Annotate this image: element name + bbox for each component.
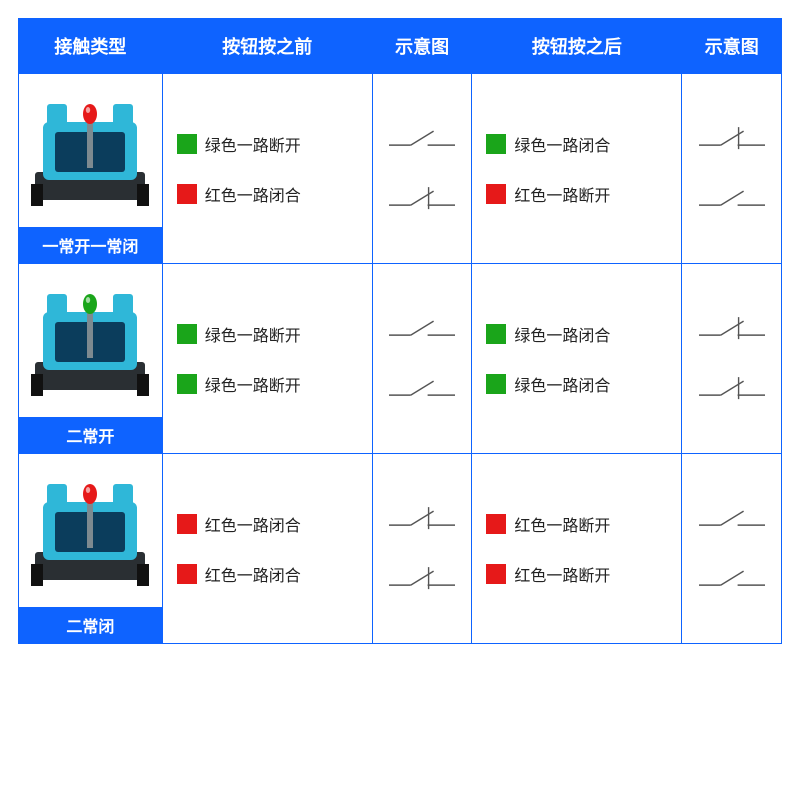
type-label: 二常闭 [19,607,162,643]
type-cell: 二常闭 [19,454,163,644]
state-text: 绿色一路断开 [205,132,301,156]
type-cell: 二常开 [19,264,163,454]
state-row: 红色一路闭合 [177,562,301,586]
table-row: 二常开绿色一路断开绿色一路断开绿色一路闭合绿色一路闭合 [19,264,782,454]
state-text: 绿色一路闭合 [514,132,610,156]
state-row: 红色一路断开 [486,512,610,536]
state-text: 绿色一路闭合 [514,372,610,396]
contact-open-icon [697,502,767,536]
contact-closed-icon [697,122,767,156]
contact-closed-icon [697,312,767,346]
contact-closed-icon [387,562,457,596]
before-cell: 红色一路闭合红色一路闭合 [162,454,372,644]
header-diagram2: 示意图 [682,19,782,74]
contact-open-icon [387,312,457,346]
state-text: 绿色一路断开 [205,322,301,346]
device-icon [31,472,149,590]
color-swatch [486,564,506,584]
contact-open-icon [387,372,457,406]
after-cell: 红色一路断开红色一路断开 [472,454,682,644]
contact-closed-icon [387,182,457,216]
state-text: 绿色一路断开 [205,372,301,396]
color-swatch [486,184,506,204]
type-cell: 一常开一常闭 [19,74,163,264]
state-row: 红色一路断开 [486,182,610,206]
color-swatch [486,324,506,344]
type-label: 一常开一常闭 [19,227,162,263]
state-text: 红色一路断开 [514,562,610,586]
after-cell: 绿色一路闭合红色一路断开 [472,74,682,264]
contact-open-icon [697,562,767,596]
state-row: 红色一路闭合 [177,512,301,536]
contact-closed-icon [387,502,457,536]
color-swatch [486,134,506,154]
before-cell: 绿色一路断开红色一路闭合 [162,74,372,264]
state-row: 绿色一路断开 [177,132,301,156]
header-before: 按钮按之前 [162,19,372,74]
type-label: 二常开 [19,417,162,453]
color-swatch [177,374,197,394]
color-swatch [177,324,197,344]
header-diagram1: 示意图 [372,19,472,74]
state-row: 绿色一路闭合 [486,132,610,156]
before-diagram-cell [372,264,472,454]
color-swatch [486,514,506,534]
color-swatch [486,374,506,394]
state-text: 红色一路闭合 [205,512,301,536]
color-swatch [177,514,197,534]
state-text: 红色一路闭合 [205,182,301,206]
state-row: 红色一路闭合 [177,182,301,206]
state-row: 红色一路断开 [486,562,610,586]
table-row: 一常开一常闭绿色一路断开红色一路闭合绿色一路闭合红色一路断开 [19,74,782,264]
header-after: 按钮按之后 [472,19,682,74]
after-cell: 绿色一路闭合绿色一路闭合 [472,264,682,454]
table-row: 二常闭红色一路闭合红色一路闭合红色一路断开红色一路断开 [19,454,782,644]
after-diagram-cell [682,264,782,454]
state-text: 红色一路断开 [514,512,610,536]
state-text: 红色一路闭合 [205,562,301,586]
header-type: 接触类型 [19,19,163,74]
before-diagram-cell [372,74,472,264]
color-swatch [177,134,197,154]
state-row: 绿色一路闭合 [486,372,610,396]
color-swatch [177,564,197,584]
header-row: 接触类型 按钮按之前 示意图 按钮按之后 示意图 [19,19,782,74]
contact-closed-icon [697,372,767,406]
before-cell: 绿色一路断开绿色一路断开 [162,264,372,454]
contact-open-icon [697,182,767,216]
before-diagram-cell [372,454,472,644]
device-icon [31,282,149,400]
after-diagram-cell [682,454,782,644]
state-text: 红色一路断开 [514,182,610,206]
device-icon [31,92,149,210]
state-row: 绿色一路断开 [177,372,301,396]
color-swatch [177,184,197,204]
contact-open-icon [387,122,457,156]
state-row: 绿色一路闭合 [486,322,610,346]
state-text: 绿色一路闭合 [514,322,610,346]
after-diagram-cell [682,74,782,264]
contact-type-table: 接触类型 按钮按之前 示意图 按钮按之后 示意图 一常开一常闭绿色一路断开红色一… [18,18,782,644]
state-row: 绿色一路断开 [177,322,301,346]
